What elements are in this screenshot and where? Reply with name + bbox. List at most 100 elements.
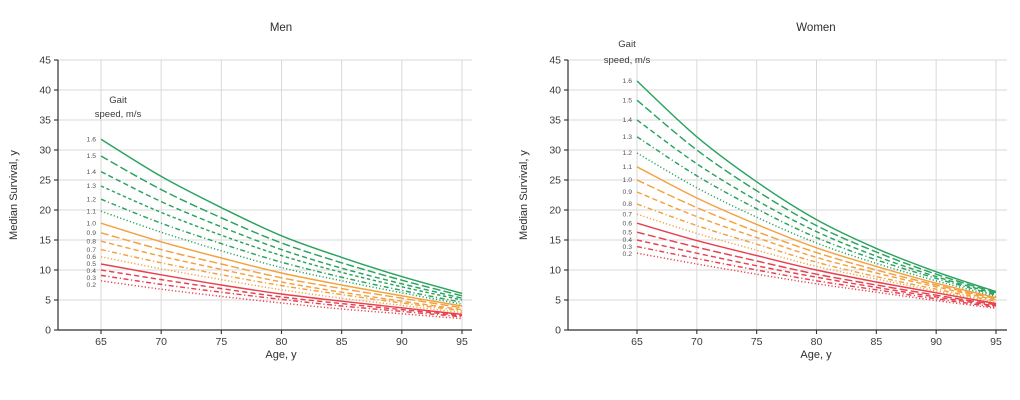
men-curves — [100, 138, 463, 320]
men-y-tick-label: 10 — [39, 265, 51, 277]
women-y-tick-label: 30 — [549, 145, 561, 157]
women-y-tick-label: 40 — [549, 85, 561, 97]
women-tick-labels: 0 5 10 15 20 25 30 35 40 45 65 70 75 80 85 90 95 — [549, 55, 1002, 348]
women-curve-1.0 — [636, 179, 997, 300]
women-x-tick-label: 85 — [870, 336, 882, 348]
women-curves — [636, 80, 997, 310]
men-x-tick-label: 85 — [336, 336, 348, 348]
men-curve-label-0.7: 0.7 — [87, 247, 97, 254]
women-curve-label-0.2: 0.2 — [623, 251, 633, 258]
women-curve-1.6 — [636, 80, 997, 293]
men-y-tick-label: 25 — [39, 175, 51, 187]
women-curve-label-0.9: 0.9 — [623, 189, 633, 196]
men-curve-1.5 — [100, 155, 463, 297]
men-x-axis-label: Age, y — [265, 349, 297, 361]
men-curve-1.0 — [100, 222, 463, 307]
women-curve-0.6 — [636, 222, 997, 305]
men-chart-title: Men — [270, 22, 292, 34]
men-curve-0.5 — [100, 263, 463, 316]
men-x-tick-label: 75 — [215, 336, 227, 348]
men-curve-0.3 — [100, 274, 463, 318]
men-y-axis-label: Median Survival, y — [8, 150, 20, 240]
men-curve-label-0.3: 0.3 — [87, 275, 97, 282]
women-x-tick-label: 95 — [990, 336, 1002, 348]
women-y-axis-label: Median Survival, y — [518, 150, 530, 240]
men-curve-0.7 — [100, 248, 463, 312]
women-x-tick-label: 65 — [631, 336, 643, 348]
women-x-tick-label: 75 — [751, 336, 763, 348]
men-x-tick-label: 65 — [95, 336, 107, 348]
women-x-tick-label: 70 — [691, 336, 703, 348]
women-curve-0.5 — [636, 231, 997, 306]
women-y-tick-label: 15 — [549, 235, 561, 247]
men-x-tick-label: 95 — [456, 336, 468, 348]
men-curve-label-0.2: 0.2 — [87, 282, 97, 289]
women-curve-label-1.4: 1.4 — [623, 117, 633, 124]
women-y-tick-label: 45 — [549, 55, 561, 67]
men-curve-label-1.6: 1.6 — [87, 136, 97, 143]
men-axes — [54, 59, 472, 334]
men-y-tick-label: 40 — [39, 85, 51, 97]
women-curve-label-1.0: 1.0 — [623, 177, 633, 184]
women-curve-label-0.5: 0.5 — [623, 229, 633, 236]
men-curve-label-0.9: 0.9 — [87, 230, 97, 237]
women-curve-0.8 — [636, 203, 997, 302]
men-tick-labels: 0 5 10 15 20 25 30 35 40 45 65 70 75 80 85 90 95 — [39, 55, 468, 348]
men-gait-speed-title-line2: speed, m/s — [95, 109, 142, 120]
men-gait-speed-title-line1: Gait — [109, 95, 127, 106]
women-curve-1.4 — [636, 119, 997, 295]
women-curve-1.3 — [636, 136, 997, 296]
women-x-tick-label: 80 — [811, 336, 823, 348]
men-curve-label-1.3: 1.3 — [87, 183, 97, 190]
men-curve-0.8 — [100, 240, 463, 311]
men-x-tick-label: 70 — [155, 336, 167, 348]
men-curve-labels: 1.61.51.41.31.21.11.00.90.80.70.60.50.40… — [87, 136, 97, 289]
women-curve-labels: 1.61.51.41.31.21.11.00.90.80.70.60.50.40… — [623, 78, 633, 258]
men-curve-label-1.2: 1.2 — [87, 196, 97, 203]
women-y-tick-label: 0 — [555, 325, 561, 337]
women-y-tick-label: 20 — [549, 205, 561, 217]
men-curve-0.4 — [100, 269, 463, 317]
women-curve-1.2 — [636, 152, 997, 298]
men-x-tick-label: 90 — [396, 336, 408, 348]
women-y-tick-label: 5 — [555, 295, 561, 307]
women-x-tick-label: 90 — [930, 336, 942, 348]
men-curve-label-1.4: 1.4 — [87, 169, 97, 176]
men-curve-0.9 — [100, 232, 463, 309]
women-chart: 0 5 10 15 20 25 30 35 40 45 65 70 75 80 85 90 95 1.6 1.5 1.… — [518, 22, 1007, 361]
men-curve-label-0.6: 0.6 — [87, 254, 97, 261]
women-curve-label-0.7: 0.7 — [623, 211, 633, 218]
women-curve-label-1.2: 1.2 — [623, 150, 633, 157]
men-y-tick-label: 35 — [39, 115, 51, 127]
women-x-axis-label: Age, y — [800, 349, 832, 361]
women-curve-0.2 — [636, 252, 997, 310]
men-curve-1.3 — [100, 185, 463, 301]
men-y-tick-label: 45 — [39, 55, 51, 67]
women-axes — [564, 59, 1007, 334]
men-curve-0.2 — [100, 280, 463, 320]
men-y-tick-label: 5 — [45, 295, 51, 307]
men-curve-1.2 — [100, 198, 463, 304]
men-curve-label-0.5: 0.5 — [87, 261, 97, 268]
men-y-tick-label: 15 — [39, 235, 51, 247]
women-curve-0.4 — [636, 239, 997, 307]
women-curve-label-0.6: 0.6 — [623, 220, 633, 227]
men-x-tick-label: 80 — [276, 336, 288, 348]
women-curve-0.9 — [636, 191, 997, 301]
women-curve-1.5 — [636, 99, 997, 294]
men-y-tick-label: 30 — [39, 145, 51, 157]
men-curve-label-0.4: 0.4 — [87, 268, 97, 275]
men-chart-plot: 0 5 10 15 20 25 30 35 40 45 65 70 75 80 85 90 95 1.6 1.5 1.… — [39, 55, 472, 348]
women-gait-speed-title-line2: speed, m/s — [604, 55, 651, 66]
women-chart-plot: 0 5 10 15 20 25 30 35 40 45 65 70 75 80 85 90 95 1.6 1.5 1.… — [549, 55, 1007, 348]
men-curve-1.4 — [100, 170, 463, 299]
women-chart-title: Women — [796, 22, 835, 34]
men-curve-1.6 — [100, 138, 463, 295]
men-y-tick-label: 0 — [45, 325, 51, 337]
women-curve-label-1.5: 1.5 — [623, 97, 633, 104]
women-curve-label-1.3: 1.3 — [623, 134, 633, 141]
women-curve-label-0.4: 0.4 — [623, 237, 633, 244]
women-curve-1.1 — [636, 166, 997, 299]
women-curve-label-1.1: 1.1 — [623, 164, 633, 171]
